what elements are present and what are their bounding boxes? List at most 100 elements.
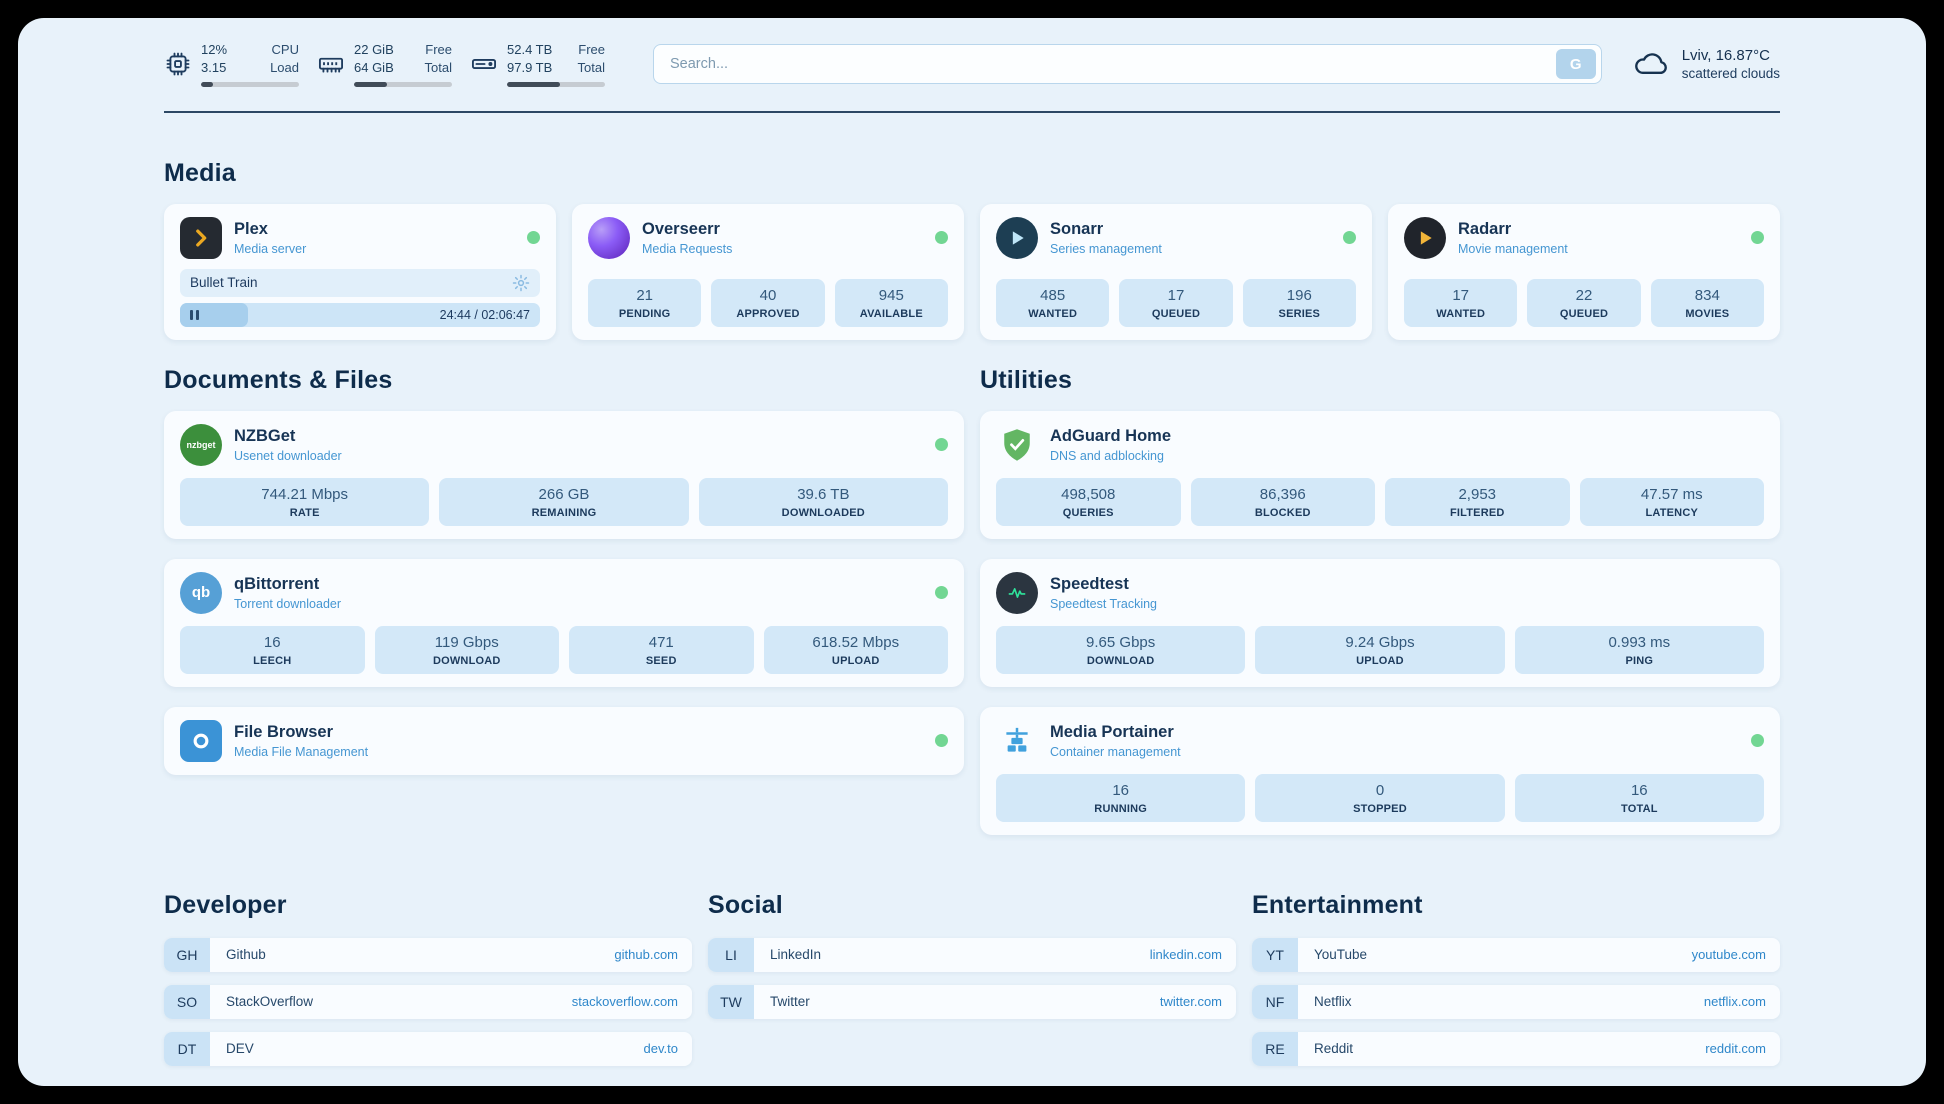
bookmark-github[interactable]: GH Github github.com: [164, 937, 692, 972]
weather-text: Lviv, 16.87°C scattered clouds: [1682, 47, 1780, 81]
bookmark-stackoverflow[interactable]: SO StackOverflow stackoverflow.com: [164, 984, 692, 1019]
bookmark-abbr-badge: SO: [164, 984, 210, 1019]
stat-label: BLOCKED: [1254, 506, 1311, 519]
status-indicator: [935, 438, 948, 451]
stat-value: 498,508: [1061, 485, 1116, 503]
utilities-column: Utilities AdGuard Home DNS and adblockin…: [980, 366, 1780, 835]
stat-box: 16 LEECH: [180, 625, 365, 674]
bookmark-url[interactable]: stackoverflow.com: [571, 994, 678, 1009]
section-title-entertainment: Entertainment: [1252, 890, 1423, 919]
app-card-radarr[interactable]: Radarr Movie management 17 WANTED 22 QUE…: [1388, 203, 1780, 340]
stat-label: DOWNLOADED: [781, 506, 865, 519]
app-title: AdGuard Home: [1050, 426, 1172, 445]
stats-row: 498,508 QUERIES 86,396 BLOCKED 2,953 FIL…: [996, 466, 1764, 526]
section-title-developer: Developer: [164, 890, 287, 919]
stat-label: REMAINING: [531, 506, 597, 519]
gear-icon[interactable]: [512, 274, 530, 292]
cpu-load-label: Load: [270, 60, 299, 76]
app-card-speedtest[interactable]: Speedtest Speedtest Tracking 9.65 Gbps D…: [980, 558, 1780, 687]
search-engine-button[interactable]: G: [1555, 49, 1596, 80]
app-meta: File Browser Media File Management: [234, 723, 368, 759]
stat-value: 471: [648, 633, 674, 651]
stat-label: UPLOAD: [831, 654, 880, 667]
app-subtitle: Torrent downloader: [234, 596, 342, 611]
container-crane-icon: [996, 720, 1038, 762]
disk-total-label: Total: [577, 60, 605, 76]
app-subtitle: Media server: [234, 241, 307, 256]
stat-value: 22: [1575, 286, 1593, 304]
app-card-filebrowser[interactable]: File Browser Media File Management: [164, 706, 964, 775]
stat-label: SERIES: [1278, 307, 1321, 320]
app-card-adguard[interactable]: AdGuard Home DNS and adblocking 498,508 …: [980, 410, 1780, 539]
bookmark-url[interactable]: twitter.com: [1159, 994, 1222, 1009]
stat-label: AVAILABLE: [859, 307, 923, 320]
playback-progress-bar[interactable]: 24:44 / 02:06:47: [180, 302, 540, 327]
bookmark-reddit[interactable]: RE Reddit reddit.com: [1252, 1031, 1780, 1066]
app-card-portainer[interactable]: Media Portainer Container management 16 …: [980, 706, 1780, 835]
bookmark-netflix[interactable]: NF Netflix netflix.com: [1252, 984, 1780, 1019]
ram-total-label: Total: [424, 60, 452, 76]
app-title: Sonarr: [1050, 219, 1104, 238]
ram-stat-body: 22 GiB 64 GiB Free Total: [354, 42, 452, 87]
status-indicator: [935, 231, 948, 244]
bookmark-url[interactable]: dev.to: [643, 1041, 678, 1056]
bookmark-name: DEV: [226, 1041, 254, 1056]
header-divider: [164, 110, 1780, 113]
bookmark-name: Twitter: [770, 994, 810, 1009]
disk-total-value: 97.9 TB: [507, 60, 553, 76]
app-card-plex[interactable]: Plex Media server Bullet Train 24:44 / 0…: [164, 203, 556, 340]
cpu-progress-bar: [201, 81, 299, 87]
bookmark-twitter[interactable]: TW Twitter twitter.com: [708, 984, 1236, 1019]
pause-icon[interactable]: [190, 309, 202, 320]
app-subtitle: Usenet downloader: [234, 448, 342, 463]
app-meta: Overseerr Media Requests: [642, 220, 732, 256]
bookmark-group-social: Social LI LinkedIn linkedin.com TW Twitt…: [708, 891, 1236, 1079]
bookmark-url[interactable]: github.com: [614, 947, 678, 962]
app-subtitle: DNS and adblocking: [1050, 448, 1164, 463]
bookmark-url[interactable]: linkedin.com: [1149, 947, 1222, 962]
stat-label: QUEUED: [1151, 307, 1201, 320]
stat-value: 17: [1167, 286, 1185, 304]
bookmark-url[interactable]: youtube.com: [1691, 947, 1766, 962]
search-input[interactable]: [668, 55, 1556, 74]
bookmark-abbr-badge: DT: [164, 1031, 210, 1066]
stat-box: 9.24 Gbps UPLOAD: [1255, 625, 1505, 674]
stat-label: RUNNING: [1094, 802, 1148, 815]
app-title: Overseerr: [642, 219, 720, 238]
bookmark-url[interactable]: reddit.com: [1705, 1041, 1766, 1056]
app-card-nzbget[interactable]: nzbget NZBGet Usenet downloader 744.21 M…: [164, 410, 964, 539]
app-title: qBittorrent: [234, 574, 320, 593]
bookmark-youtube[interactable]: YT YouTube youtube.com: [1252, 937, 1780, 972]
bookmark-url[interactable]: netflix.com: [1703, 994, 1766, 1009]
bookmark-abbr-badge: LI: [708, 937, 754, 972]
stat-value: 0: [1375, 781, 1385, 799]
bookmark-dev[interactable]: DT DEV dev.to: [164, 1031, 692, 1066]
cpu-load-value: 3.15: [201, 60, 227, 76]
status-indicator: [1343, 231, 1356, 244]
stat-value: 39.6 TB: [797, 485, 850, 503]
app-card-overseerr[interactable]: Overseerr Media Requests 21 PENDING 40 A…: [572, 203, 964, 340]
stat-label: FILTERED: [1449, 506, 1505, 519]
section-title-documents: Documents & Files: [164, 365, 393, 394]
ram-free-label: Free: [425, 42, 452, 57]
stat-box: 40 APPROVED: [711, 278, 825, 327]
stat-box: 945 AVAILABLE: [834, 278, 948, 327]
card-header: Overseerr Media Requests: [588, 216, 948, 259]
stat-label: LEECH: [253, 654, 292, 667]
disk-stat-body: 52.4 TB 97.9 TB Free Total: [507, 42, 605, 87]
stat-label: LATENCY: [1645, 506, 1699, 519]
stat-label: TOTAL: [1620, 802, 1658, 815]
app-subtitle: Media Requests: [642, 241, 733, 256]
stat-box: 471 SEED: [569, 625, 754, 674]
app-card-sonarr[interactable]: Sonarr Series management 485 WANTED 17 Q…: [980, 203, 1372, 340]
bookmark-linkedin[interactable]: LI LinkedIn linkedin.com: [708, 937, 1236, 972]
stat-label: DOWNLOAD: [1086, 654, 1155, 667]
disk-free-value: 52.4 TB: [507, 42, 553, 57]
stat-box: 485 WANTED: [996, 278, 1110, 327]
app-card-qbittorrent[interactable]: qb qBittorrent Torrent downloader 16 LEE…: [164, 558, 964, 687]
card-header: AdGuard Home DNS and adblocking: [996, 424, 1764, 466]
stat-box: 0 STOPPED: [1255, 773, 1505, 822]
plex-now-playing-widget: Bullet Train 24:44 / 02:06:47: [180, 259, 540, 327]
stat-value: 196: [1286, 286, 1312, 304]
stats-row: 744.21 Mbps RATE 266 GB REMAINING 39.6 T…: [180, 466, 948, 526]
